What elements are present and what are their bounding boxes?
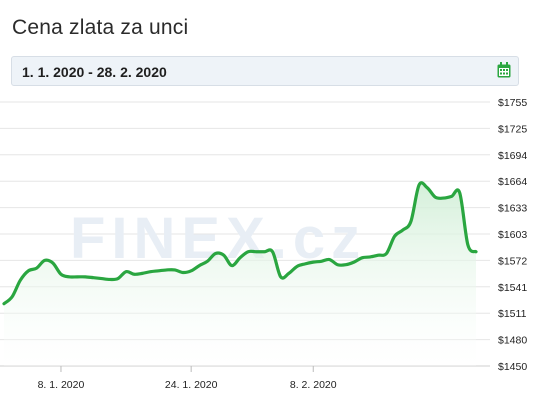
y-tick-label: $1541 <box>498 282 527 294</box>
y-tick-label: $1694 <box>498 150 527 162</box>
x-tick-label: 8. 1. 2020 <box>38 379 85 391</box>
y-tick-label: $1450 <box>498 361 527 373</box>
y-tick-label: $1480 <box>498 335 527 347</box>
y-tick-label: $1725 <box>498 123 527 135</box>
y-tick-label: $1572 <box>498 255 527 267</box>
x-tick-label: 8. 2. 2020 <box>290 379 337 391</box>
series-area <box>4 182 476 366</box>
x-tick-label: 24. 1. 2020 <box>165 379 218 391</box>
line-layer <box>2 181 478 306</box>
y-tick-label: $1755 <box>498 97 527 109</box>
date-range-value: 1. 1. 2020 - 28. 2. 2020 <box>22 64 167 80</box>
y-axis-ticks: $1755 $1725 $1694 $1664 $1633 $1603 $1572 $1541… <box>498 97 527 373</box>
page-title: Cena zlata za unci <box>12 16 189 39</box>
series-line <box>2 181 478 306</box>
y-tick-label: $1511 <box>498 308 527 320</box>
y-tick-label: $1633 <box>498 203 527 215</box>
calendar-icon[interactable] <box>497 62 511 78</box>
date-range-field[interactable]: 1. 1. 2020 - 28. 2. 2020 <box>11 56 519 86</box>
x-axis-ticks: 8. 1. 2020 24. 1. 2020 8. 2. 2020 <box>38 366 337 391</box>
y-tick-label: $1664 <box>498 176 527 188</box>
area-layer <box>4 182 476 366</box>
y-tick-label: $1603 <box>498 229 527 241</box>
